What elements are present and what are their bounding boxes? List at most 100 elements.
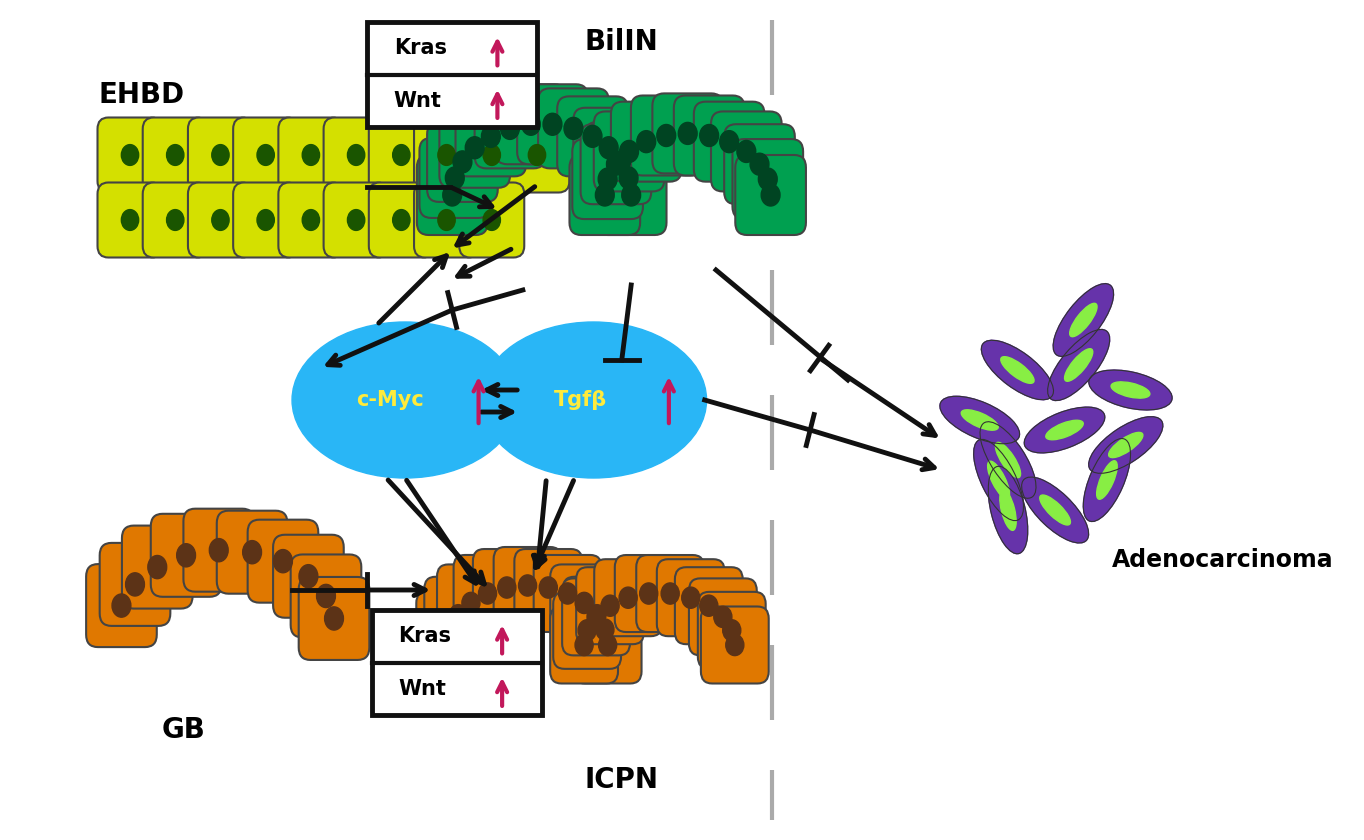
- FancyBboxPatch shape: [554, 592, 621, 669]
- FancyBboxPatch shape: [595, 559, 662, 636]
- FancyBboxPatch shape: [100, 543, 170, 626]
- FancyBboxPatch shape: [248, 520, 318, 602]
- Ellipse shape: [682, 587, 700, 608]
- FancyBboxPatch shape: [550, 606, 618, 684]
- Ellipse shape: [177, 543, 195, 567]
- Ellipse shape: [563, 118, 582, 139]
- Ellipse shape: [619, 167, 638, 189]
- Ellipse shape: [303, 210, 319, 230]
- FancyBboxPatch shape: [454, 555, 521, 632]
- Ellipse shape: [211, 144, 229, 165]
- Ellipse shape: [700, 124, 719, 146]
- FancyBboxPatch shape: [611, 102, 682, 181]
- Ellipse shape: [443, 184, 461, 206]
- FancyBboxPatch shape: [689, 579, 757, 655]
- Ellipse shape: [446, 167, 464, 189]
- Ellipse shape: [599, 634, 617, 655]
- Ellipse shape: [607, 153, 625, 176]
- Text: GB: GB: [162, 716, 206, 744]
- Ellipse shape: [602, 595, 619, 617]
- Text: c-Myc: c-Myc: [356, 390, 424, 410]
- Ellipse shape: [521, 113, 540, 135]
- Ellipse shape: [640, 583, 657, 604]
- Ellipse shape: [121, 144, 139, 165]
- FancyBboxPatch shape: [593, 138, 664, 218]
- FancyBboxPatch shape: [416, 591, 484, 668]
- Ellipse shape: [940, 396, 1019, 444]
- Ellipse shape: [1083, 438, 1131, 522]
- Ellipse shape: [453, 151, 472, 173]
- FancyBboxPatch shape: [121, 526, 192, 609]
- FancyBboxPatch shape: [732, 139, 803, 219]
- FancyBboxPatch shape: [151, 514, 221, 596]
- FancyBboxPatch shape: [573, 139, 642, 219]
- Ellipse shape: [582, 125, 602, 147]
- Ellipse shape: [209, 538, 228, 562]
- Ellipse shape: [678, 123, 697, 144]
- Ellipse shape: [481, 125, 501, 147]
- FancyBboxPatch shape: [456, 97, 527, 176]
- Ellipse shape: [393, 144, 411, 165]
- FancyBboxPatch shape: [652, 93, 723, 173]
- Ellipse shape: [657, 124, 675, 146]
- Ellipse shape: [483, 210, 501, 230]
- Ellipse shape: [622, 184, 641, 206]
- FancyBboxPatch shape: [217, 511, 288, 594]
- Ellipse shape: [498, 577, 516, 598]
- FancyBboxPatch shape: [97, 182, 162, 258]
- FancyBboxPatch shape: [701, 606, 769, 684]
- Ellipse shape: [303, 144, 319, 165]
- Ellipse shape: [587, 606, 606, 627]
- Ellipse shape: [256, 210, 274, 230]
- FancyBboxPatch shape: [233, 182, 299, 258]
- FancyBboxPatch shape: [558, 97, 627, 176]
- FancyBboxPatch shape: [495, 84, 566, 165]
- Ellipse shape: [599, 168, 617, 190]
- Ellipse shape: [979, 422, 1037, 498]
- Ellipse shape: [599, 137, 618, 159]
- Ellipse shape: [578, 620, 596, 641]
- FancyBboxPatch shape: [188, 182, 252, 258]
- FancyBboxPatch shape: [427, 122, 498, 202]
- Ellipse shape: [713, 606, 732, 627]
- Ellipse shape: [112, 594, 131, 617]
- FancyBboxPatch shape: [576, 567, 644, 644]
- FancyBboxPatch shape: [278, 118, 344, 192]
- FancyBboxPatch shape: [183, 509, 254, 591]
- Ellipse shape: [1048, 329, 1110, 401]
- Text: BilIN: BilIN: [585, 28, 659, 56]
- FancyBboxPatch shape: [563, 577, 630, 654]
- Text: EHBD: EHBD: [98, 81, 184, 109]
- Ellipse shape: [611, 151, 630, 173]
- FancyBboxPatch shape: [424, 577, 492, 654]
- FancyBboxPatch shape: [632, 96, 701, 176]
- FancyBboxPatch shape: [494, 547, 562, 624]
- FancyBboxPatch shape: [570, 155, 640, 235]
- Ellipse shape: [595, 184, 614, 206]
- FancyBboxPatch shape: [299, 577, 370, 660]
- Text: Tgfβ: Tgfβ: [554, 390, 607, 410]
- Ellipse shape: [121, 210, 139, 230]
- Ellipse shape: [737, 140, 756, 162]
- FancyBboxPatch shape: [698, 592, 765, 669]
- Ellipse shape: [393, 210, 411, 230]
- Ellipse shape: [576, 592, 593, 613]
- Ellipse shape: [989, 466, 1027, 554]
- Ellipse shape: [619, 140, 638, 162]
- Ellipse shape: [1097, 460, 1117, 499]
- Ellipse shape: [483, 144, 501, 165]
- FancyBboxPatch shape: [420, 138, 490, 218]
- FancyBboxPatch shape: [436, 564, 505, 642]
- Ellipse shape: [274, 549, 292, 573]
- Ellipse shape: [720, 131, 738, 153]
- Ellipse shape: [348, 144, 364, 165]
- FancyBboxPatch shape: [97, 118, 162, 192]
- FancyBboxPatch shape: [596, 155, 667, 235]
- Ellipse shape: [558, 583, 577, 604]
- FancyBboxPatch shape: [657, 559, 724, 636]
- FancyBboxPatch shape: [278, 182, 344, 258]
- FancyBboxPatch shape: [572, 591, 638, 668]
- Ellipse shape: [619, 587, 637, 608]
- FancyBboxPatch shape: [615, 555, 682, 632]
- FancyBboxPatch shape: [573, 108, 644, 188]
